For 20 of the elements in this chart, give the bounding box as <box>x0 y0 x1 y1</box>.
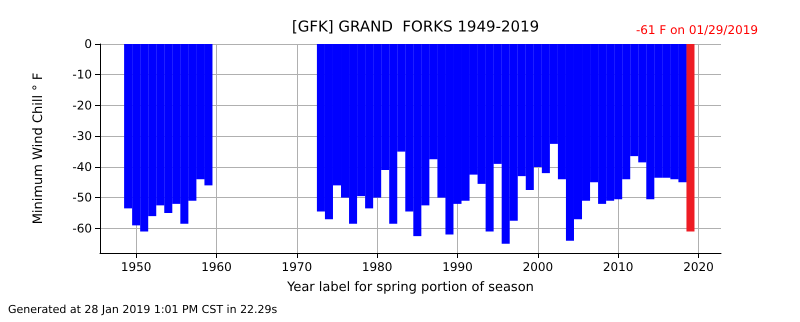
y-tick-label: -40 <box>72 160 92 174</box>
text: -61 F on 01/29/2019 <box>636 23 758 37</box>
y-tick-label: 0 <box>84 37 92 51</box>
y-tick-label: -60 <box>72 221 92 236</box>
y-tick-label: -50 <box>72 190 92 205</box>
y-tick-label: -20 <box>72 98 92 112</box>
y-tick-label: -10 <box>72 68 92 82</box>
x-tick-label: 1970 <box>282 260 312 274</box>
x-tick-label: 2000 <box>522 260 554 274</box>
text: Generated at 28 Jan 2019 1:01 PM CST in 22.29s <box>8 303 278 316</box>
x-tick-label: 1960 <box>201 260 232 274</box>
x-axis-title: Year label for spring portion of season <box>286 280 534 295</box>
x-tick-label: 2020 <box>683 260 714 274</box>
x-tick-label: 1990 <box>442 260 473 274</box>
x-tick-label: 1980 <box>362 260 392 274</box>
x-tick-label: 1950 <box>120 260 152 274</box>
x-tick-label: 2010 <box>602 260 634 274</box>
y-axis-title: Minimum Wind Chill ° F <box>31 72 46 224</box>
y-tick-label: -30 <box>72 129 92 144</box>
chart-title: [GFK] GRAND FORKS 1949-2019 <box>292 18 540 36</box>
